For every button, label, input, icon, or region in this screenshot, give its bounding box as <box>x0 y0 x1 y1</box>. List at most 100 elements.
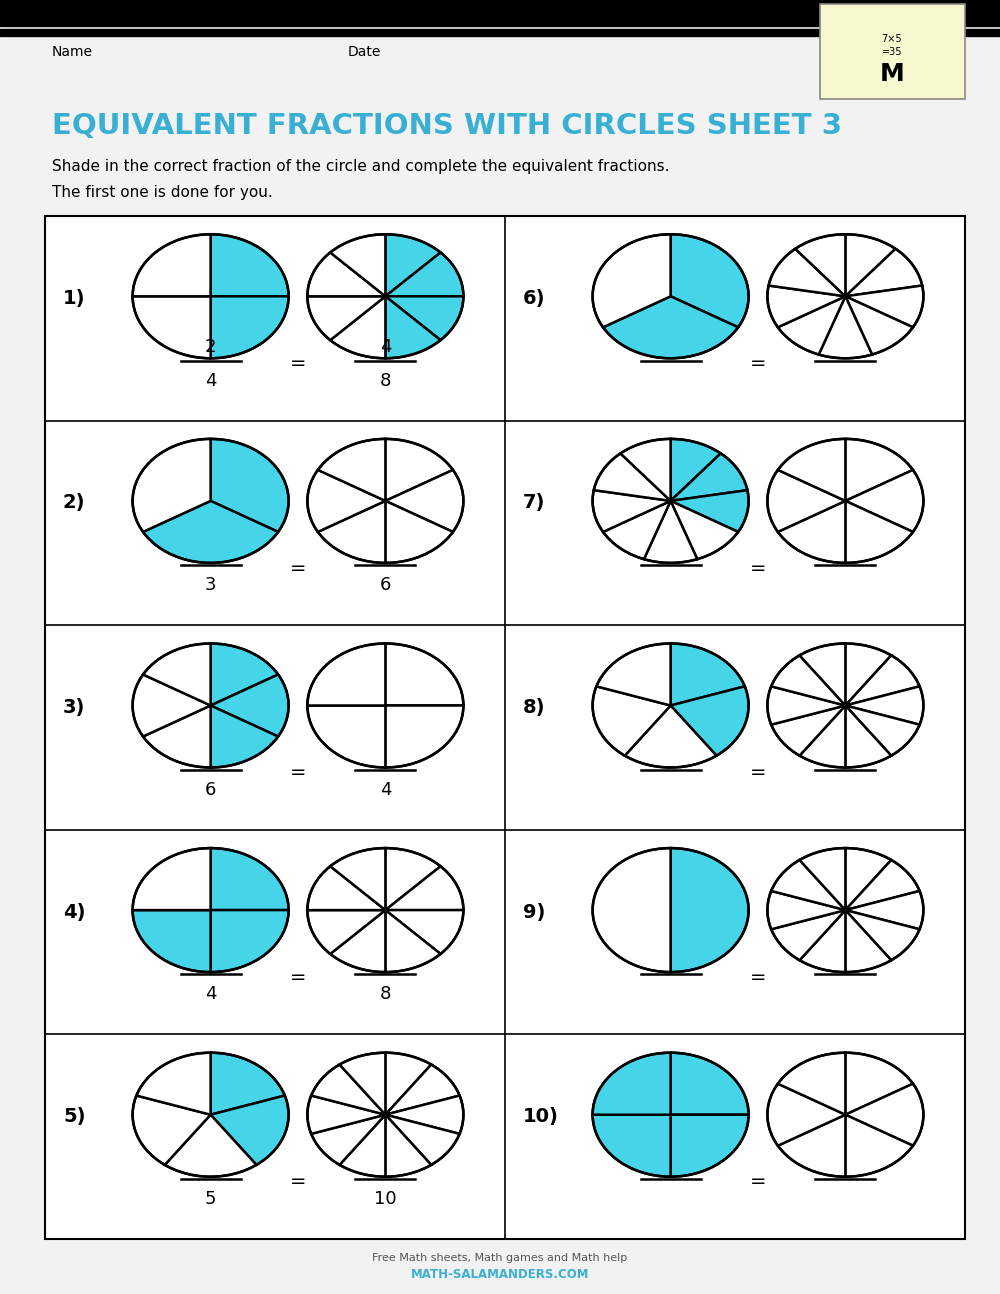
Polygon shape <box>771 861 845 910</box>
Polygon shape <box>845 1114 913 1176</box>
Polygon shape <box>845 705 920 756</box>
Polygon shape <box>767 286 845 327</box>
Polygon shape <box>671 490 749 532</box>
Polygon shape <box>800 910 845 972</box>
Polygon shape <box>133 848 211 910</box>
Polygon shape <box>845 248 922 296</box>
Polygon shape <box>845 848 891 910</box>
Text: 4): 4) <box>63 903 86 921</box>
Polygon shape <box>133 296 211 358</box>
Text: =: = <box>750 1172 766 1192</box>
Polygon shape <box>307 866 385 910</box>
Text: 2): 2) <box>63 493 86 512</box>
Text: 6): 6) <box>523 289 546 308</box>
Polygon shape <box>311 1114 385 1165</box>
Polygon shape <box>819 296 872 358</box>
Polygon shape <box>603 501 671 559</box>
Polygon shape <box>307 470 385 532</box>
Polygon shape <box>671 234 749 327</box>
Polygon shape <box>385 1114 460 1165</box>
Text: 8: 8 <box>380 986 391 1003</box>
Polygon shape <box>385 470 463 532</box>
Polygon shape <box>767 1083 845 1145</box>
Polygon shape <box>211 1053 285 1114</box>
Polygon shape <box>671 1053 749 1114</box>
Polygon shape <box>644 501 697 563</box>
Polygon shape <box>771 705 845 756</box>
Polygon shape <box>845 910 891 972</box>
Text: =: = <box>290 968 306 987</box>
Polygon shape <box>778 296 845 355</box>
Text: =: = <box>750 355 766 373</box>
Text: =: = <box>290 1172 306 1192</box>
Polygon shape <box>165 1114 256 1176</box>
Polygon shape <box>845 705 891 767</box>
Polygon shape <box>385 866 463 910</box>
Polygon shape <box>385 501 453 563</box>
Text: 1): 1) <box>63 289 86 308</box>
Polygon shape <box>845 1083 923 1145</box>
Polygon shape <box>211 296 289 358</box>
Text: EQUIVALENT FRACTIONS WITH CIRCLES SHEET 3: EQUIVALENT FRACTIONS WITH CIRCLES SHEET … <box>52 113 842 140</box>
Polygon shape <box>800 705 845 767</box>
Polygon shape <box>211 910 289 972</box>
Text: 9): 9) <box>523 903 545 921</box>
Polygon shape <box>767 892 845 929</box>
Text: Date: Date <box>348 45 381 60</box>
Polygon shape <box>845 892 923 929</box>
Polygon shape <box>845 439 913 501</box>
FancyBboxPatch shape <box>820 4 965 100</box>
Polygon shape <box>133 910 211 972</box>
Text: 10): 10) <box>523 1108 559 1126</box>
Text: =: = <box>290 763 306 783</box>
Text: =: = <box>750 968 766 987</box>
Polygon shape <box>143 705 211 767</box>
Polygon shape <box>593 1053 671 1114</box>
Polygon shape <box>211 1096 289 1165</box>
Polygon shape <box>845 861 920 910</box>
Polygon shape <box>330 848 385 910</box>
Polygon shape <box>771 655 845 705</box>
Polygon shape <box>845 686 923 725</box>
Text: =35: =35 <box>882 47 902 57</box>
Polygon shape <box>307 1096 385 1134</box>
Text: 3: 3 <box>205 576 216 594</box>
Polygon shape <box>318 501 385 563</box>
Text: =: = <box>750 763 766 783</box>
Polygon shape <box>385 1065 460 1114</box>
Polygon shape <box>596 643 671 705</box>
Polygon shape <box>845 470 923 532</box>
Polygon shape <box>133 674 211 736</box>
Polygon shape <box>385 848 441 910</box>
Polygon shape <box>671 686 749 756</box>
Polygon shape <box>594 453 671 501</box>
Polygon shape <box>795 234 845 296</box>
Polygon shape <box>845 501 913 563</box>
Text: Shade in the correct fraction of the circle and complete the equivalent fraction: Shade in the correct fraction of the cir… <box>52 158 670 173</box>
Text: 4: 4 <box>380 780 391 798</box>
Polygon shape <box>771 910 845 960</box>
Text: 10: 10 <box>374 1190 397 1209</box>
Polygon shape <box>593 490 671 532</box>
Text: =: = <box>290 355 306 373</box>
Polygon shape <box>318 439 385 501</box>
Polygon shape <box>845 234 896 296</box>
Polygon shape <box>340 1053 385 1114</box>
Polygon shape <box>211 705 278 767</box>
Polygon shape <box>800 643 845 705</box>
Polygon shape <box>845 1053 913 1114</box>
Polygon shape <box>211 439 289 532</box>
Polygon shape <box>311 1065 385 1114</box>
Polygon shape <box>845 643 891 705</box>
Polygon shape <box>625 705 716 767</box>
Text: =: = <box>290 559 306 577</box>
Text: 4: 4 <box>205 986 216 1003</box>
Polygon shape <box>671 439 721 501</box>
Text: 6: 6 <box>380 576 391 594</box>
Polygon shape <box>671 453 747 501</box>
Polygon shape <box>671 1114 749 1176</box>
Text: 6: 6 <box>205 780 216 798</box>
Polygon shape <box>385 643 463 705</box>
Polygon shape <box>671 848 749 972</box>
Text: 8): 8) <box>523 697 546 717</box>
